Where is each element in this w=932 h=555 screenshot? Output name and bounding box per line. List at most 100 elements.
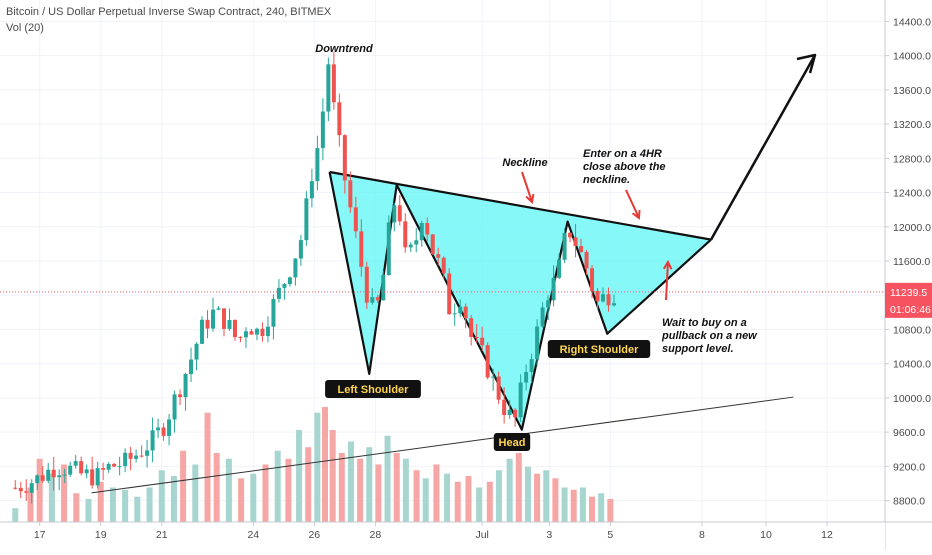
enter-pointer-arrow	[625, 189, 640, 219]
volume-bar	[444, 473, 451, 522]
candle-body	[46, 469, 51, 481]
volume-bar	[97, 481, 104, 522]
candle-body	[35, 475, 40, 484]
time-axis[interactable]: 17 19 21 24 26 28 Jul 3 5 8 10 12	[0, 521, 932, 550]
volume-bar	[314, 412, 321, 522]
candle-body	[568, 232, 573, 238]
price-tick-label: 14000.0	[893, 51, 931, 63]
candle-body	[491, 376, 496, 378]
candle-body	[205, 319, 210, 329]
volume-bar	[36, 458, 43, 522]
head-label-badge	[493, 433, 531, 451]
candle-body	[414, 240, 419, 245]
volume-bar	[192, 464, 199, 522]
symbol-title[interactable]: Bitcoin / US Dollar Perpetual Inverse Sw…	[6, 6, 332, 18]
time-tick-label: 24	[247, 529, 259, 541]
volume-bar	[543, 470, 550, 522]
volume-bar	[347, 441, 354, 522]
price-tick-label: 13600.0	[893, 85, 931, 97]
volume-bar	[109, 487, 116, 522]
wait-note-line: support level.	[662, 343, 734, 355]
candle-body	[573, 237, 578, 247]
candle-body	[562, 232, 567, 260]
candle-body	[463, 306, 468, 319]
candle-body	[425, 222, 430, 235]
candle-body	[79, 461, 84, 474]
time-tick-label: 10	[760, 529, 772, 541]
candle-body	[298, 240, 303, 259]
candle-body	[403, 221, 408, 248]
time-tick-label: 21	[156, 529, 168, 541]
candle-body	[364, 266, 369, 303]
candle-body	[375, 297, 380, 301]
candle-body	[194, 343, 199, 360]
volume-bar	[61, 464, 68, 522]
head-and-shoulders-pattern	[328, 170, 712, 431]
volume-bar	[170, 476, 177, 522]
candle-body	[518, 382, 523, 418]
candle-body	[331, 64, 336, 103]
candle-body	[304, 198, 309, 241]
candle-body	[326, 64, 331, 112]
candle-body	[320, 111, 325, 149]
candle-body	[480, 337, 485, 346]
price-axis-bg	[885, 0, 932, 550]
price-tick-label: 12000.0	[893, 222, 931, 234]
candle-body	[211, 309, 216, 329]
candle-body	[254, 328, 259, 335]
enter-note-line: Enter on a 4HR	[583, 148, 662, 160]
price-axis[interactable]: 8800.0 9200.0 9600.0 10000.0 10400.0 10800.0 1…	[884, 0, 932, 550]
volume-indicator-label[interactable]: Vol (20)	[6, 22, 44, 34]
candle-body	[84, 469, 89, 474]
candle-body	[161, 427, 166, 436]
volume-bar	[486, 481, 493, 522]
price-tick-label: 11600.0	[893, 256, 930, 268]
last-price-value: 11239.5	[890, 287, 927, 299]
time-tick-label: 12	[821, 529, 833, 541]
candle-body	[123, 452, 128, 467]
candle-body	[309, 181, 314, 199]
time-tick-label: 5	[607, 529, 613, 541]
candle-body	[13, 487, 18, 489]
volume-bar	[552, 478, 559, 522]
volume-bar	[338, 453, 345, 522]
volume-bar	[73, 493, 80, 522]
volume-bar	[305, 447, 312, 522]
candle-body	[535, 326, 540, 360]
neckline-label: Neckline	[502, 157, 547, 169]
candle-body	[156, 427, 161, 431]
candle-body	[540, 307, 545, 327]
volume-bar	[454, 481, 461, 522]
price-tick-label: 10000.0	[893, 393, 931, 405]
candle-body	[90, 469, 95, 486]
candle-body	[612, 303, 617, 306]
candle-body	[337, 102, 342, 136]
volume-bar	[570, 489, 577, 522]
candle-body	[452, 313, 457, 315]
candle-body	[167, 419, 172, 436]
candle-body	[419, 222, 424, 241]
candle-body	[227, 319, 232, 329]
right-shoulder-label-text: Right Shoulder	[560, 344, 640, 356]
volume-bar	[329, 430, 336, 522]
candle-body	[238, 337, 243, 339]
price-tick-label: 10800.0	[893, 324, 931, 336]
candle-body	[551, 277, 556, 301]
volume-bar	[322, 407, 329, 522]
volume-bar	[225, 458, 232, 522]
time-tick-label: 3	[546, 529, 552, 541]
candle-body	[287, 277, 292, 285]
head-label-text: Head	[499, 437, 526, 449]
candle-body	[370, 297, 375, 303]
price-tick-label: 9200.0	[893, 461, 925, 473]
time-tick-label: 28	[370, 529, 382, 541]
volume-bars	[12, 407, 614, 522]
price-tick-label: 12800.0	[893, 153, 931, 165]
support-trendline	[91, 396, 794, 494]
chart-header: Bitcoin / US Dollar Perpetual Inverse Sw…	[6, 4, 331, 36]
volume-bar	[366, 447, 373, 522]
volume-bar	[180, 450, 187, 522]
candle-body	[271, 298, 276, 327]
volume-bar	[375, 464, 382, 522]
